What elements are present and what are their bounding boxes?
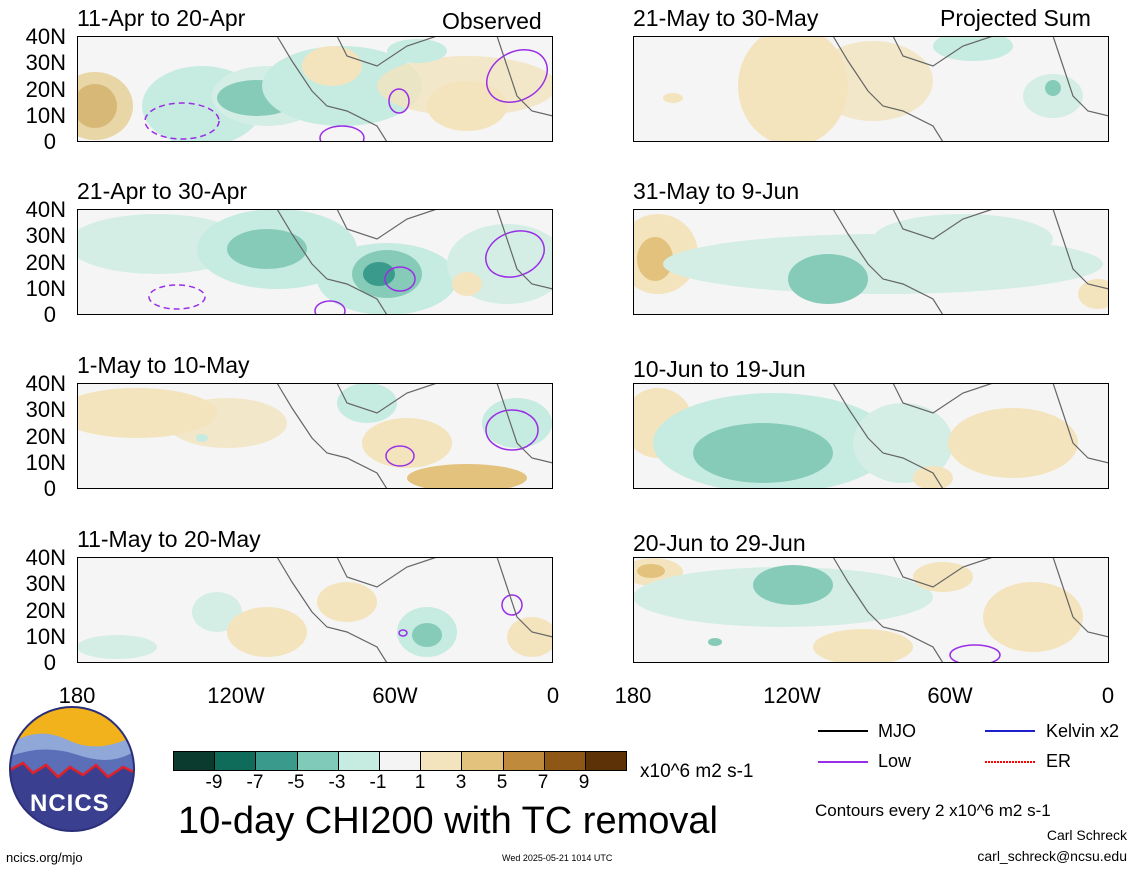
panel-7-map	[633, 383, 1109, 489]
panel-1-title: 11-Apr to 20-Apr	[77, 5, 246, 31]
panel-8-title: 20-Jun to 29-Jun	[633, 530, 806, 556]
colorbar-swatch	[544, 752, 586, 770]
legend-mjo-line	[818, 730, 868, 732]
author-name: Carl Schreck	[1046, 827, 1127, 843]
lat-label: 10N	[25, 276, 66, 301]
panel-6-title: 31-May to 9-Jun	[633, 178, 800, 204]
colorbar-units: x10^6 m2 s-1	[640, 761, 754, 782]
panel-2-title: 21-Apr to 30-Apr	[77, 178, 248, 204]
panel-5-tag: Projected Sum	[940, 5, 1091, 31]
panel-8-map	[633, 557, 1109, 663]
legend-er-label: ER	[1046, 751, 1072, 771]
lat-label: 0	[43, 129, 56, 154]
lat-label: 20N	[25, 598, 66, 623]
lat-label: 40N	[25, 24, 66, 49]
panel-5-map	[633, 36, 1109, 142]
lat-label: 10N	[25, 450, 66, 475]
colorbar-tick: -7	[246, 772, 264, 793]
lon-label: 120W	[763, 683, 821, 708]
lat-label: 40N	[25, 371, 66, 396]
colorbar-tick: 9	[578, 772, 590, 793]
legend-kelvin-label: Kelvin x2	[1046, 721, 1120, 741]
ncics-logo	[9, 706, 135, 832]
legend-er-line	[985, 761, 1035, 763]
lon-label: 60W	[927, 683, 973, 708]
colorbar-tick: 5	[496, 772, 508, 793]
lon-label: 120W	[207, 683, 265, 708]
panel-2-map	[77, 209, 553, 315]
lon-label: 0	[1101, 683, 1115, 708]
colorbar-swatch	[379, 752, 422, 770]
lat-label: 10N	[25, 624, 66, 649]
lon-label: 180	[58, 683, 96, 708]
lat-label: 0	[43, 476, 56, 501]
colorbar-swatch	[421, 752, 463, 770]
main-title: 10-day CHI200 with TC removal	[178, 800, 718, 842]
colorbar-tick: 7	[537, 772, 549, 793]
ncics-logo-text: NCICS	[30, 790, 110, 817]
colorbar-swatch	[462, 752, 504, 770]
lat-label: 30N	[25, 397, 66, 422]
lat-label: 0	[43, 650, 56, 675]
panel-7-title: 10-Jun to 19-Jun	[633, 356, 806, 382]
colorbar-tick: 1	[414, 772, 426, 793]
lat-label: 20N	[25, 424, 66, 449]
colorbar-swatch	[174, 752, 216, 770]
site-link[interactable]: ncics.org/mjo	[6, 850, 83, 865]
lat-label: 20N	[25, 77, 66, 102]
lat-label: 20N	[25, 250, 66, 275]
panel-4-map	[77, 557, 553, 663]
lon-label: 180	[614, 683, 652, 708]
colorbar-tick: -3	[328, 772, 346, 793]
colorbar-swatch	[503, 752, 545, 770]
panel-3-map	[77, 383, 553, 489]
lat-label: 30N	[25, 223, 66, 248]
colorbar-tick: -1	[369, 772, 387, 793]
panel-4-title: 11-May to 20-May	[77, 526, 261, 552]
panel-1-tag: Observed	[442, 8, 542, 34]
colorbar-swatch	[585, 752, 627, 770]
lat-label: 40N	[25, 545, 66, 570]
colorbar-swatch	[297, 752, 339, 770]
legend-low-label: Low	[878, 751, 912, 771]
panel-1-map	[77, 36, 553, 142]
lat-label: 30N	[25, 50, 66, 75]
colorbar-swatch	[256, 752, 298, 770]
colorbar-tick: -5	[287, 772, 305, 793]
author-email: carl_schreck@ncsu.edu	[977, 848, 1127, 864]
lon-label: 60W	[372, 683, 418, 708]
legend-kelvin-line	[985, 730, 1035, 732]
panel-5-title: 21-May to 30-May	[633, 5, 819, 31]
lat-label: 10N	[25, 103, 66, 128]
lat-label: 30N	[25, 571, 66, 596]
legend-low-line	[818, 761, 868, 763]
legend-mjo-label: MJO	[878, 721, 916, 741]
lat-label: 40N	[25, 197, 66, 222]
colorbar-tick: 3	[455, 772, 467, 793]
timestamp: Wed 2025-05-21 1014 UTC	[502, 853, 613, 863]
lat-label: 0	[43, 302, 56, 327]
colorbar	[173, 751, 627, 771]
colorbar-tick: -9	[205, 772, 223, 793]
lon-label: 0	[546, 683, 560, 708]
colorbar-swatch	[215, 752, 257, 770]
panel-6-map	[633, 209, 1109, 315]
contour-note: Contours every 2 x10^6 m2 s-1	[815, 801, 1051, 820]
panel-3-title: 1-May to 10-May	[77, 352, 250, 378]
colorbar-swatch	[338, 752, 380, 770]
